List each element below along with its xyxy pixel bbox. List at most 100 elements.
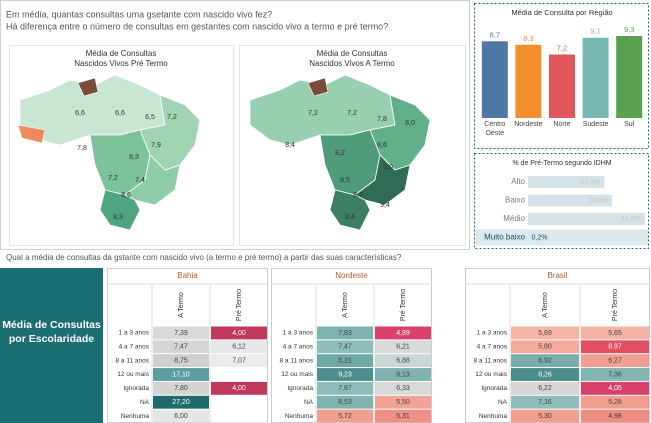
map-label: 8,6: [121, 192, 131, 199]
cell-value: 9,23: [338, 371, 352, 378]
cell-value: 7,36: [608, 371, 622, 378]
cell-value: 17,10: [172, 371, 190, 378]
row-label: Nenhuma: [479, 413, 508, 420]
cell-value: 6,00: [174, 413, 188, 420]
table-cell: [581, 368, 649, 381]
category-label-box: Nordeste: [514, 121, 542, 128]
table-title: Bahia: [177, 271, 198, 280]
cell-value: 5,50: [396, 399, 410, 406]
row-label: 8 a 11 anos: [474, 357, 508, 364]
table-title: Brasil: [547, 271, 567, 280]
table-cell: [153, 368, 209, 381]
map-region: [99, 189, 141, 231]
column-header: Pré Termo: [400, 289, 407, 321]
value-label: 9,3: [624, 25, 634, 34]
table-cell: [153, 381, 209, 395]
row-label: 4 a 7 anos: [119, 344, 150, 351]
table-cell: [153, 395, 209, 409]
row-label: 12 ou mais: [475, 371, 508, 378]
map-label: 7,8: [77, 145, 87, 152]
column-header: A Termo: [542, 292, 549, 318]
map-label: 8,6: [377, 142, 387, 149]
table-cell: [511, 326, 579, 340]
row-label: 12 ou mais: [117, 371, 150, 378]
question: Qual a média de consultas da gstante com…: [6, 253, 402, 262]
cell-value: 8,53: [338, 399, 352, 406]
cell-value: 7,80: [174, 385, 188, 392]
category-label: Sudeste: [582, 121, 609, 128]
category-label-box: Norte: [553, 121, 571, 128]
row-label: Ignorada: [123, 385, 149, 392]
map-label: 7,2: [167, 114, 177, 121]
cell-value: 8,97: [608, 344, 622, 351]
cell-value: 6,12: [232, 344, 246, 351]
row-label: 1 a 3 anos: [477, 330, 508, 337]
cell-value: 5,28: [608, 399, 622, 406]
map-label: 8,3: [129, 154, 139, 161]
map-title: Média de Consultas: [317, 49, 388, 58]
cell-value: 8,75: [174, 357, 188, 364]
bar: [528, 231, 529, 244]
cell-value: 7,07: [232, 357, 246, 364]
row-label: 1 a 3 anos: [119, 330, 150, 337]
map-label: 8,4: [285, 142, 295, 149]
table-cell: [317, 409, 373, 423]
cell-value: 4,00: [232, 385, 246, 392]
cell-value: 4,05: [608, 385, 622, 392]
chart-title: Média de Consulta por Região: [511, 8, 612, 17]
column-header: A Termo: [178, 292, 185, 318]
table-cell: [511, 409, 579, 423]
table-cell: [375, 395, 431, 409]
table-cell: [581, 395, 649, 409]
map-label: 8,3: [113, 214, 123, 221]
cell-value: 8,26: [538, 371, 552, 378]
cell-value: 6,21: [396, 344, 410, 351]
cell-value: 7,47: [174, 344, 188, 351]
map-state: [17, 124, 46, 144]
value-label: 30,0%: [588, 197, 608, 204]
row-label: Ignorada: [481, 385, 507, 392]
category-label: Muito baixo: [484, 233, 525, 242]
table-cell: [211, 354, 267, 368]
cell-value: 5,69: [538, 330, 552, 337]
row-header-box: Média de Consultas por Escolaridade: [2, 319, 101, 345]
table-cell: [511, 368, 579, 381]
map-label: 8,5: [340, 177, 350, 184]
header-line: Há diferença entre o número de consultas…: [6, 21, 388, 31]
category-label-box: Centro Oeste: [484, 121, 505, 137]
map-label: 9,4: [380, 202, 390, 209]
table-cell: [211, 326, 267, 340]
chart-title: % de Pré-Termo segundo IDHM: [512, 160, 611, 167]
value-label: 7,2: [557, 44, 567, 53]
bar: [582, 37, 609, 118]
cell-value: 8,21: [338, 357, 352, 364]
category-label-box: Sudeste: [582, 121, 609, 128]
category-label: Sul: [624, 121, 635, 128]
bar: [616, 36, 643, 118]
table-cell: [211, 409, 267, 423]
row-label: 1 a 3 anos: [283, 330, 314, 337]
value-label: 9,1: [590, 27, 600, 36]
row-label: Ignorada: [287, 385, 313, 392]
cell-value: 7,87: [338, 385, 352, 392]
cell-value: 4,89: [396, 330, 410, 337]
cell-value: 5,65: [608, 330, 622, 337]
category-label: Norte: [553, 121, 571, 128]
row-label: Nenhuma: [121, 413, 150, 420]
table-cell: [211, 381, 267, 395]
table-cell: [375, 409, 431, 423]
table-cell: [375, 326, 431, 340]
row-header: Média de Consultas por Escolaridade: [2, 319, 101, 345]
cell-value: 5,72: [338, 413, 352, 420]
table-cell: [317, 326, 373, 340]
row-label: 4 a 7 anos: [283, 344, 314, 351]
table-cell: [317, 340, 373, 354]
map-region: [329, 189, 371, 231]
table-cell: [317, 354, 373, 368]
value-label: 0,2%: [532, 234, 548, 241]
cell-value: 4,98: [608, 413, 622, 420]
table-cell: [153, 354, 209, 368]
map-label: 6,6: [75, 110, 85, 117]
category-label: Alto: [511, 177, 525, 186]
table-cell: [581, 340, 649, 354]
